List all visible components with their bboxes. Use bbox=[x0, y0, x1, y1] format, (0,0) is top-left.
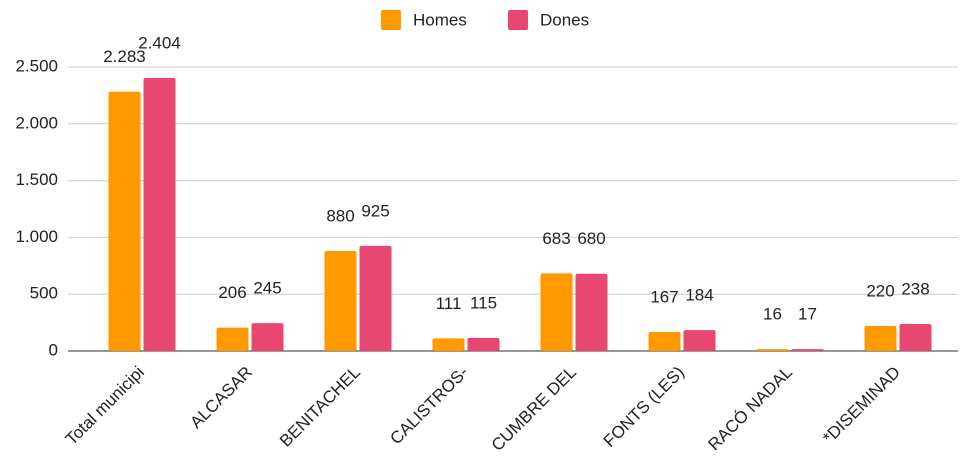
value-label: 880 bbox=[326, 207, 354, 226]
y-tick-label: 2.000 bbox=[15, 113, 58, 132]
x-tick-label: Total municipi bbox=[62, 363, 148, 449]
x-tick-label: CUMBRE DEL bbox=[488, 363, 580, 455]
x-tick-label: RACÓ NADAL bbox=[704, 363, 796, 455]
bar bbox=[575, 273, 608, 351]
legend-swatch bbox=[381, 10, 401, 30]
bar bbox=[359, 245, 392, 351]
x-tick-label: CALISTROS- bbox=[386, 363, 472, 449]
value-label: 16 bbox=[763, 305, 782, 324]
value-label: 167 bbox=[650, 288, 678, 307]
value-label: 220 bbox=[866, 281, 894, 300]
bar bbox=[432, 338, 465, 351]
y-tick-label: 1.000 bbox=[15, 227, 58, 246]
bar bbox=[899, 323, 932, 351]
value-label: 925 bbox=[361, 201, 389, 220]
value-label: 206 bbox=[218, 283, 246, 302]
bar bbox=[251, 323, 284, 351]
bar bbox=[540, 273, 573, 351]
value-label: 115 bbox=[470, 293, 497, 312]
value-label: 680 bbox=[577, 229, 605, 248]
y-tick-label: 0 bbox=[49, 340, 58, 359]
bar bbox=[467, 337, 500, 351]
value-label: 2.404 bbox=[138, 33, 181, 52]
x-tick-label: FONTS (LES) bbox=[600, 363, 688, 451]
bar bbox=[648, 332, 681, 351]
value-label: 17 bbox=[798, 305, 817, 324]
x-tick-label: BENITACHEL bbox=[276, 363, 364, 451]
legend-label: Homes bbox=[413, 10, 467, 29]
bar bbox=[864, 326, 897, 351]
value-label: 238 bbox=[901, 279, 929, 298]
bar bbox=[216, 327, 249, 351]
bar bbox=[108, 91, 141, 352]
value-label: 111 bbox=[436, 294, 462, 313]
bar bbox=[791, 349, 824, 351]
y-tick-label: 2.500 bbox=[15, 56, 58, 75]
bar bbox=[324, 251, 357, 351]
bar bbox=[143, 77, 176, 351]
y-tick-label: 1.500 bbox=[15, 170, 58, 189]
x-tick-label: *DISEMINAD bbox=[819, 363, 904, 448]
bar bbox=[683, 330, 716, 351]
legend-swatch bbox=[508, 10, 528, 30]
value-label: 683 bbox=[542, 229, 570, 248]
value-label: 2.283 bbox=[103, 47, 146, 66]
legend-label: Dones bbox=[540, 10, 589, 29]
bar bbox=[756, 349, 789, 351]
value-label: 184 bbox=[685, 286, 713, 305]
y-tick-label: 500 bbox=[30, 284, 58, 303]
value-label: 245 bbox=[253, 279, 281, 298]
x-tick-label: ALCASAR bbox=[186, 363, 256, 433]
